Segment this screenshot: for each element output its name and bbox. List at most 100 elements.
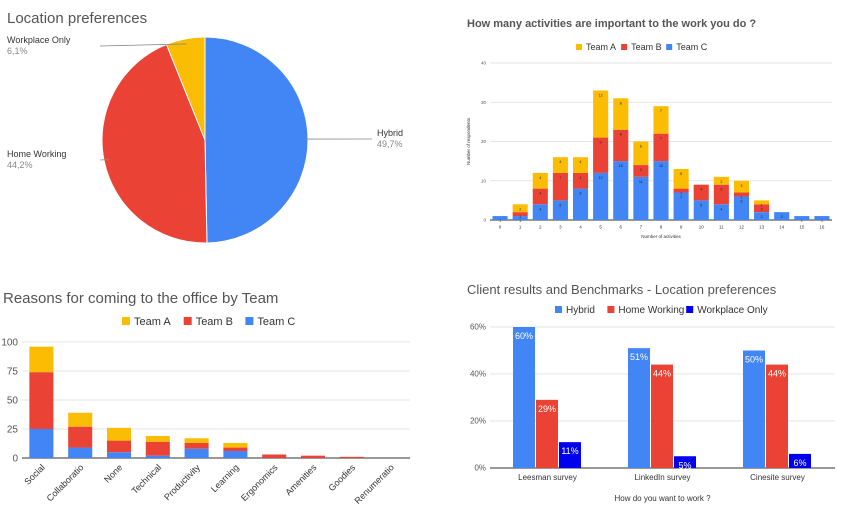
x-tick-label: LinkedIn survey bbox=[634, 473, 690, 482]
bar-segment bbox=[593, 90, 608, 137]
y-tick-label: 60% bbox=[470, 323, 486, 332]
x-tick-label: Amenities bbox=[283, 462, 318, 497]
pie-label: Hybrid bbox=[377, 128, 403, 138]
bar-data-label: 5% bbox=[678, 460, 691, 470]
legend-swatch bbox=[607, 306, 614, 313]
bar-data-label: 1 bbox=[499, 219, 501, 223]
bar-data-label: 12 bbox=[599, 176, 603, 180]
bar-data-label: 2 bbox=[720, 180, 722, 184]
x-tick-label: Renumeratio bbox=[353, 462, 397, 506]
x-tick-label: 6 bbox=[620, 225, 623, 230]
pie-label: Workplace Only bbox=[7, 35, 71, 45]
bar-data-label: 1 bbox=[680, 192, 682, 196]
bar-data-label: 9 bbox=[600, 141, 602, 145]
x-tick-label: 1 bbox=[519, 225, 522, 230]
bar-segment bbox=[29, 429, 53, 458]
bar-segment bbox=[185, 449, 209, 458]
pie-value-label: 44,2% bbox=[7, 160, 33, 170]
y-tick-label: 10 bbox=[481, 178, 487, 183]
bar-segment bbox=[340, 457, 364, 458]
bar-data-label: 7 bbox=[660, 137, 662, 141]
legend-label: Workplace Only bbox=[697, 305, 767, 316]
chart-title: Reasons for coming to the office by Team bbox=[3, 290, 278, 307]
bar-data-label: 2 bbox=[781, 215, 783, 219]
x-axis-label: Number of activities bbox=[641, 234, 681, 239]
bar-data-label: 3 bbox=[640, 168, 642, 172]
bar-segment bbox=[301, 456, 325, 458]
x-tick-label: 3 bbox=[559, 225, 562, 230]
bar-data-label: 15 bbox=[619, 164, 623, 168]
legend-label: Team B bbox=[631, 42, 662, 52]
bar-data-label: 5 bbox=[700, 203, 702, 207]
bar-data-label: 8 bbox=[580, 192, 582, 196]
bar-segment bbox=[29, 347, 53, 373]
bar-data-label: 1 bbox=[801, 219, 803, 223]
x-tick-label: Ergonomics bbox=[239, 462, 280, 503]
bar-data-label: 6 bbox=[640, 145, 642, 149]
legend-swatch bbox=[184, 317, 192, 325]
pie-slice bbox=[205, 37, 308, 243]
bar-segment bbox=[653, 161, 668, 220]
bar-data-label: 44% bbox=[653, 369, 671, 379]
bar-data-label: 7 bbox=[680, 196, 682, 200]
bar-segment bbox=[613, 161, 628, 220]
bar-data-label: 4 bbox=[720, 207, 722, 211]
y-axis-label: Number of respondents bbox=[466, 117, 471, 165]
bar bbox=[743, 351, 765, 469]
y-tick-label: 40 bbox=[481, 61, 487, 66]
bar-segment bbox=[185, 443, 209, 449]
bar-data-label: 12 bbox=[599, 93, 603, 97]
chart-title: How many activities are important to the… bbox=[467, 18, 756, 30]
x-axis-label: How do you want to work ? bbox=[614, 494, 711, 503]
benchmarks-chart: Client results and Benchmarks - Location… bbox=[460, 275, 843, 507]
bar-segment bbox=[146, 442, 170, 456]
bar-data-label: 51% bbox=[630, 352, 648, 362]
x-tick-label: Leesman survey bbox=[518, 473, 577, 482]
y-tick-label: 20% bbox=[470, 417, 486, 426]
x-tick-label: Collaboratio bbox=[45, 462, 86, 503]
bar-data-label: 4 bbox=[700, 188, 702, 192]
x-tick-label: 11 bbox=[719, 225, 724, 230]
y-tick-label: 20 bbox=[481, 139, 487, 144]
bar-data-label: 4 bbox=[580, 160, 582, 164]
bar-data-label: 1 bbox=[821, 219, 823, 223]
x-tick-label: 2 bbox=[539, 225, 542, 230]
bar-data-label: 6 bbox=[740, 199, 742, 203]
bar-data-label: 1 bbox=[761, 203, 763, 207]
bar-data-label: 3 bbox=[740, 184, 742, 188]
bar-data-label: 8 bbox=[620, 101, 622, 105]
pie-label: Home Working bbox=[7, 149, 66, 159]
x-tick-label: Social bbox=[22, 462, 46, 486]
legend-label: Team B bbox=[196, 316, 233, 328]
bar-segment bbox=[68, 448, 92, 458]
x-tick-label: 16 bbox=[819, 225, 825, 230]
bar-data-label: 11 bbox=[639, 180, 643, 184]
x-tick-label: 15 bbox=[799, 225, 805, 230]
reasons-chart: Reasons for coming to the office by Team… bbox=[0, 280, 420, 507]
bar bbox=[766, 365, 788, 468]
bar-data-label: 4 bbox=[539, 207, 541, 211]
x-tick-label: Technical bbox=[130, 462, 164, 496]
bar-data-label: 44% bbox=[768, 369, 786, 379]
x-tick-label: Goodies bbox=[326, 462, 357, 493]
legend-label: Team C bbox=[676, 42, 708, 52]
x-tick-label: 12 bbox=[739, 225, 745, 230]
legend-swatch bbox=[686, 306, 693, 313]
x-tick-label: 8 bbox=[660, 225, 663, 230]
x-tick-label: 14 bbox=[779, 225, 785, 230]
y-tick-label: 75 bbox=[7, 366, 19, 377]
y-tick-label: 50 bbox=[7, 395, 19, 406]
bar-segment bbox=[68, 427, 92, 448]
y-tick-label: 0 bbox=[483, 218, 486, 223]
activities-chart-svg: How many activities are important to the… bbox=[460, 0, 843, 255]
bar-segment bbox=[223, 443, 247, 448]
bar-data-label: 11% bbox=[561, 446, 578, 456]
legend-label: Team C bbox=[257, 316, 295, 328]
legend-swatch bbox=[621, 44, 627, 50]
bar-data-label: 6% bbox=[793, 458, 806, 468]
bar-segment bbox=[223, 448, 247, 451]
pie-value-label: 6,1% bbox=[7, 46, 28, 56]
y-tick-label: 40% bbox=[470, 370, 486, 379]
bar-data-label: 50% bbox=[745, 355, 763, 365]
